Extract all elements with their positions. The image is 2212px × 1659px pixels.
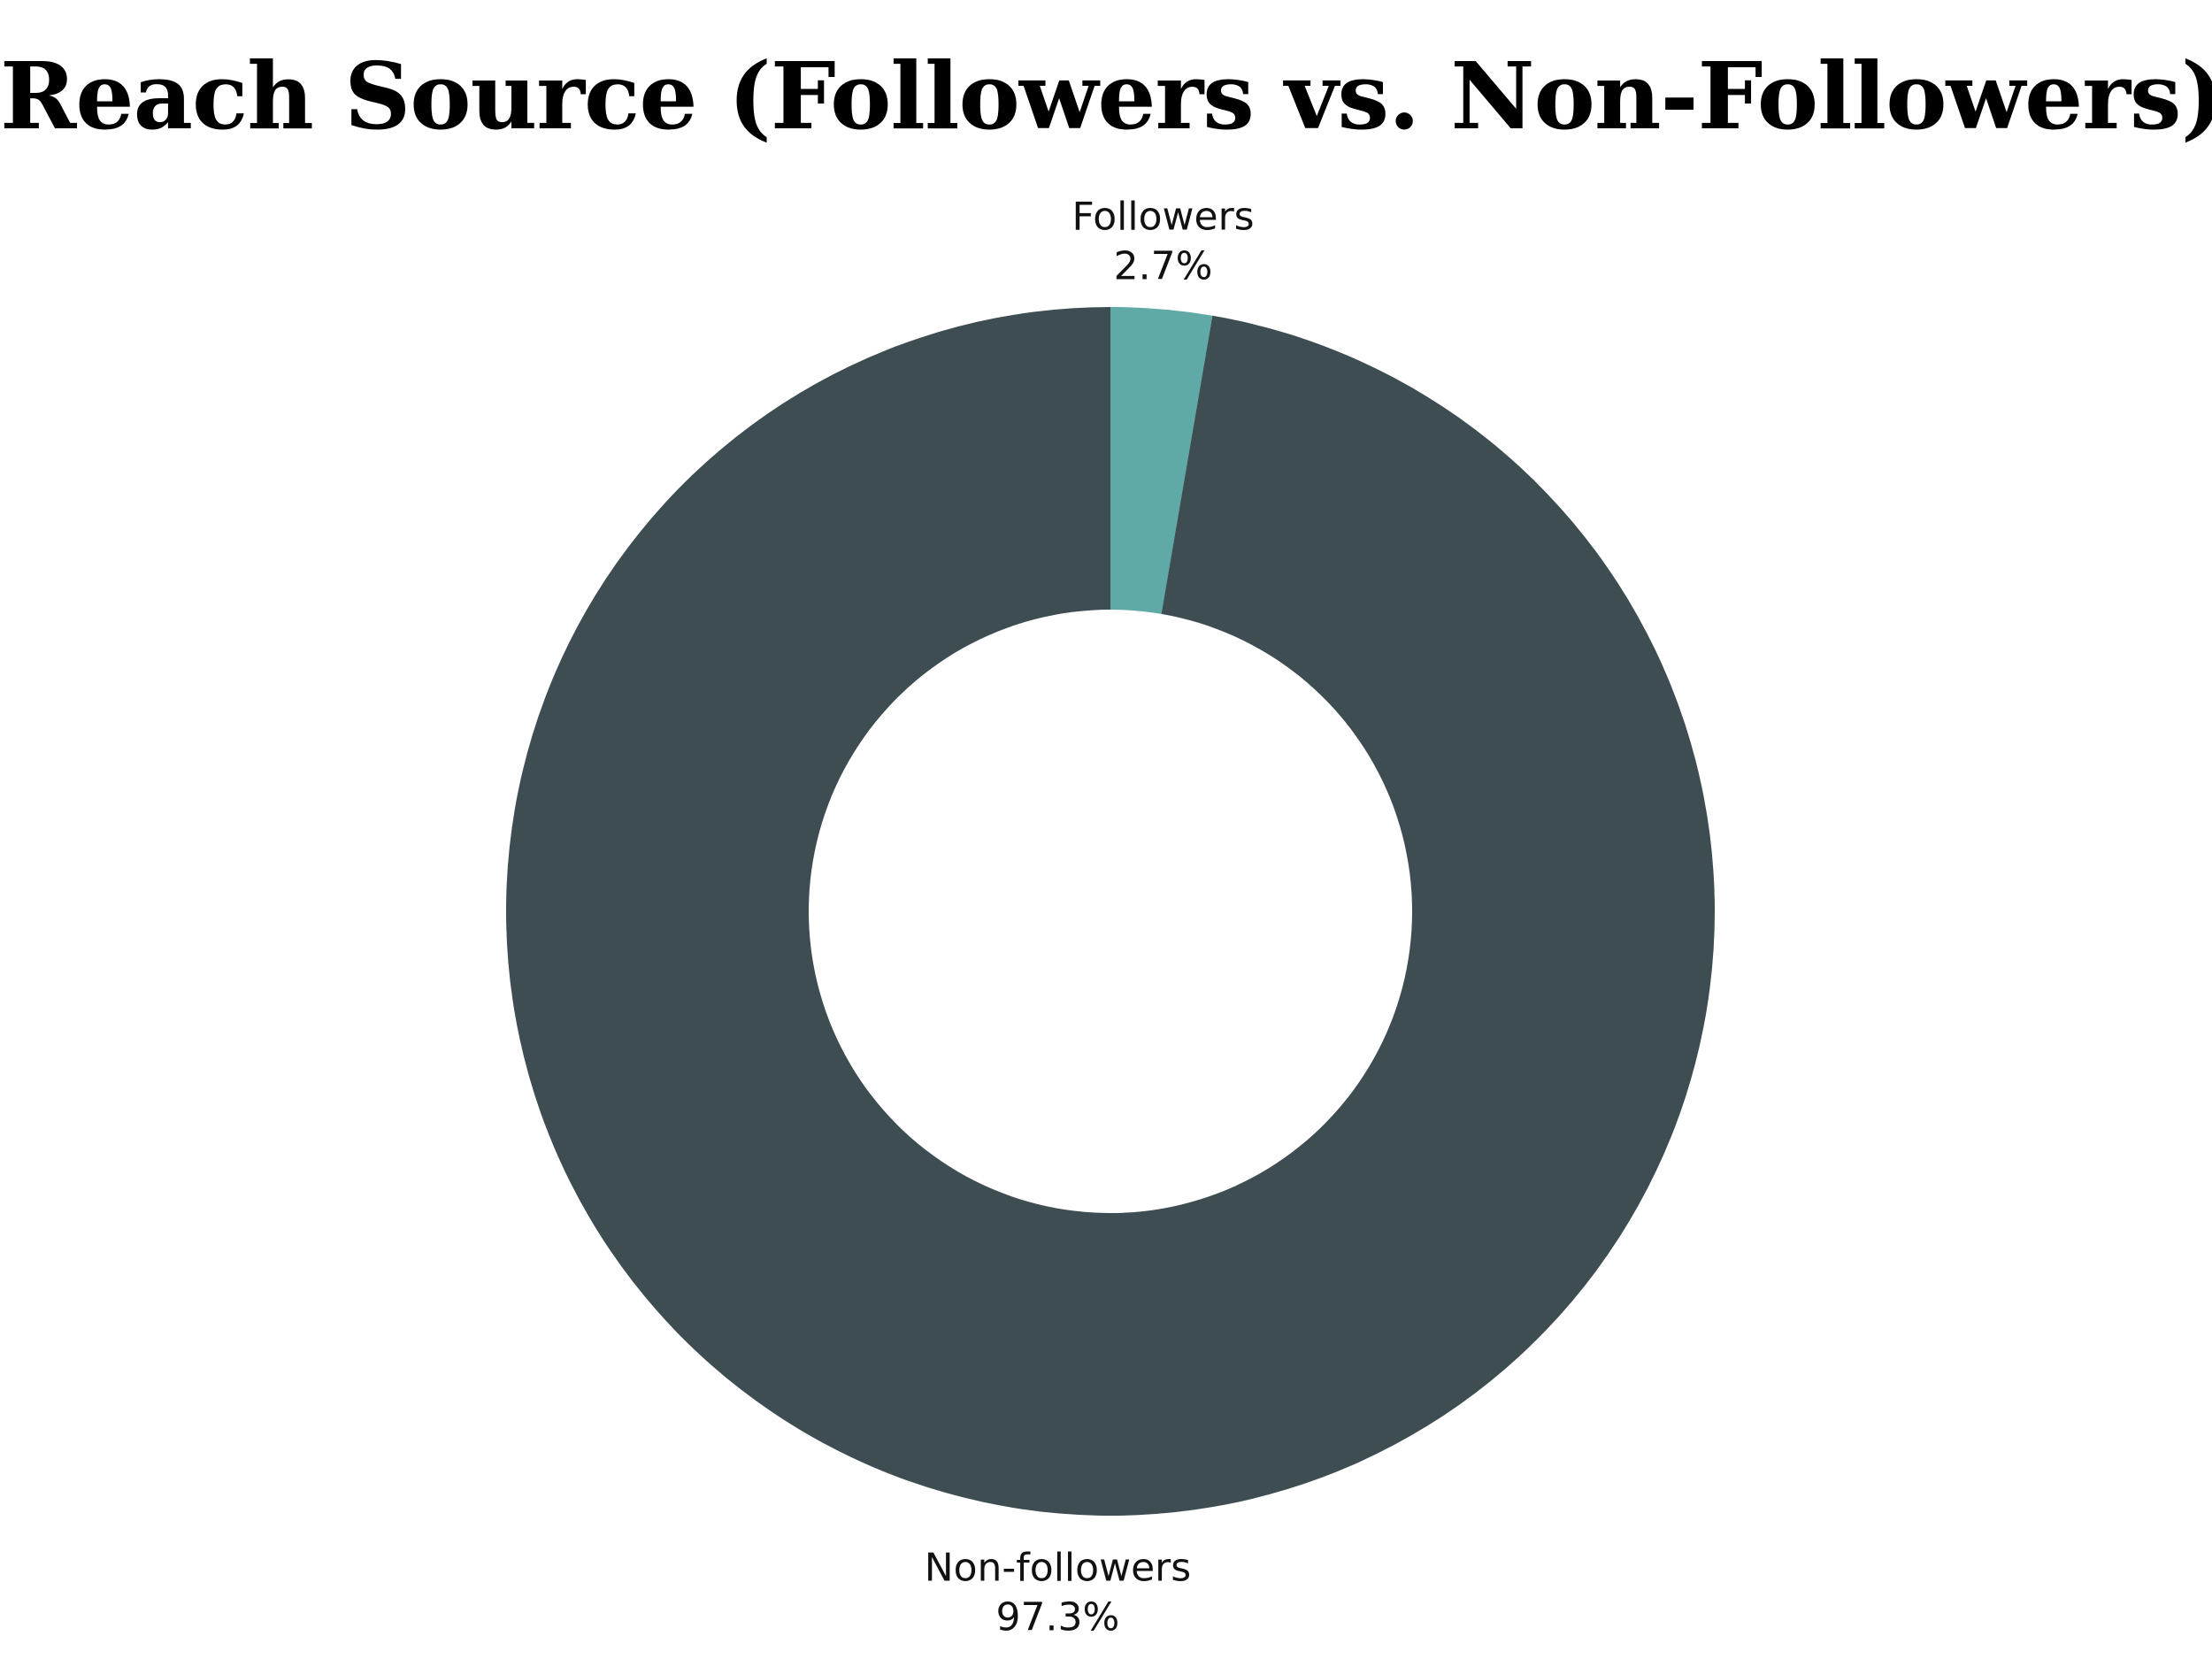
slice-label: Non-followers [925,1545,1191,1590]
slice-value-label: 2.7% [1114,244,1213,289]
slices-layer [506,307,1716,1516]
slice-value-label: 97.3% [996,1594,1120,1640]
slice-non-followers [506,307,1716,1516]
slice-label: Followers [1072,195,1255,240]
slice-followers [1110,307,1213,614]
chart-title: Reach Source (Followers vs. Non-Follower… [0,42,2212,150]
